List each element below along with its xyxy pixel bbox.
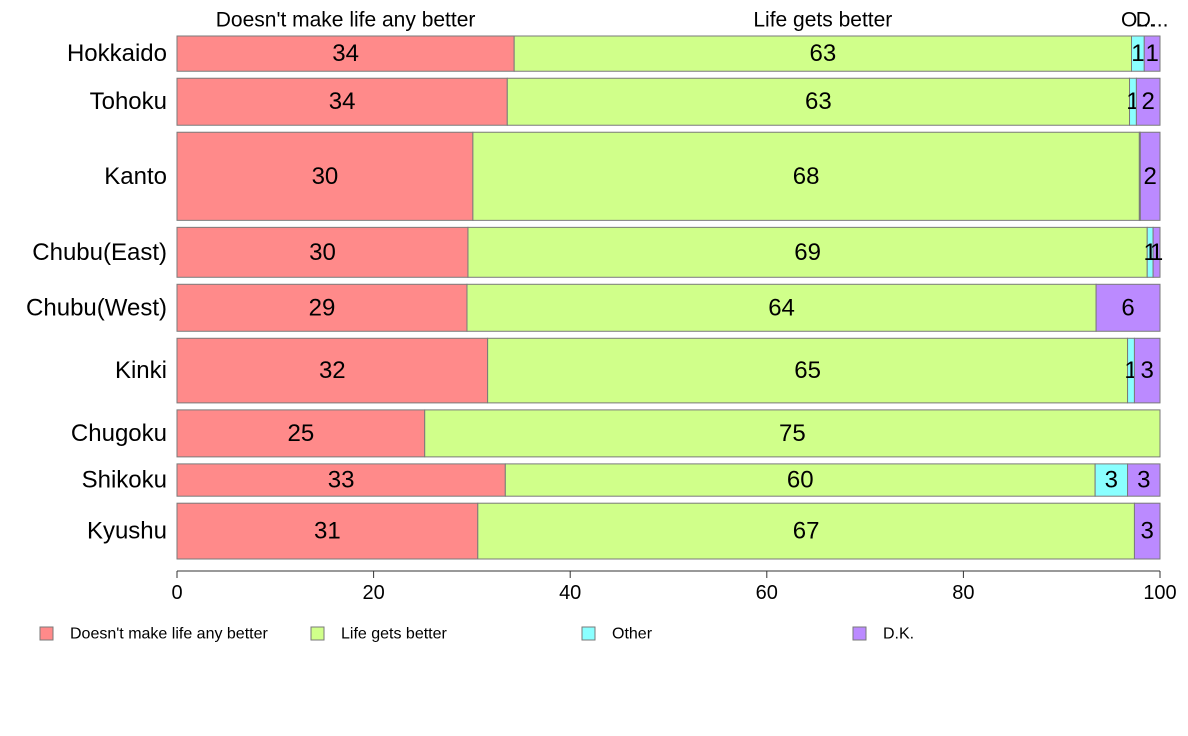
segment-value-label: 67 (793, 518, 820, 545)
segment-value-label: 30 (312, 163, 339, 190)
segment-value-label: 60 (787, 467, 814, 494)
bar-segment (1143, 35, 1161, 72)
bar-segment (1135, 77, 1161, 126)
legend-swatch (581, 626, 596, 641)
segment-value-label: 1 (1150, 239, 1163, 266)
top-series-label: D... (1136, 9, 1169, 32)
x-tick-label: 60 (756, 582, 778, 604)
bar-segment (1152, 226, 1161, 278)
x-tick-label: 100 (1143, 582, 1176, 604)
segment-value-label: 25 (288, 420, 315, 447)
bar-segment (1095, 283, 1161, 332)
bar-segment (1139, 131, 1161, 221)
bar-segment (176, 337, 489, 404)
bar-segment (472, 131, 1140, 221)
segment-value-label: 63 (805, 88, 832, 115)
segment-value-label: 3 (1105, 467, 1118, 494)
bar-segment (1133, 337, 1161, 404)
segment-value-label: 3 (1141, 357, 1154, 384)
segment-value-label: 33 (328, 467, 355, 494)
bar-segment (477, 502, 1135, 560)
segment-value-label: 2 (1142, 88, 1155, 115)
bar-segment (1127, 463, 1161, 497)
category-label: Kinki (115, 357, 167, 384)
legend-swatch (39, 626, 54, 641)
segment-value-label: 3 (1137, 467, 1150, 494)
bar-segment (176, 131, 474, 221)
segment-value-label: 63 (809, 40, 836, 67)
segment-value-label: 34 (329, 88, 356, 115)
x-tick-label: 40 (559, 582, 581, 604)
bar-segment (487, 337, 1129, 404)
category-label: Kyushu (87, 518, 167, 545)
category-label: Kanto (104, 163, 167, 190)
segment-value-label: 3 (1141, 518, 1154, 545)
segment-value-label: 6 (1121, 294, 1134, 321)
bar-segment (176, 502, 479, 560)
bar-segment (176, 77, 508, 126)
segment-value-label: 75 (779, 420, 806, 447)
bar-segment (176, 226, 469, 278)
bar-segment (176, 463, 506, 497)
bar-segment (176, 283, 468, 332)
segment-value-label: 29 (309, 294, 336, 321)
x-tick-label: 80 (952, 582, 974, 604)
category-label: Tohoku (90, 88, 167, 115)
bar-segment (513, 35, 1132, 72)
legend-label: Doesn't make life any better (70, 626, 268, 643)
category-label: Chubu(East) (32, 239, 167, 266)
top-series-label: Life gets better (753, 9, 892, 32)
segment-value-label: 31 (314, 518, 341, 545)
legend-swatch (310, 626, 325, 641)
legend-swatch (852, 626, 867, 641)
bar-segment (424, 409, 1161, 458)
category-labels: Hokkaido Tohoku Kanto Chubu(East) Chubu(West… (26, 40, 167, 544)
legend-label: Other (612, 626, 653, 643)
bar-segment (1133, 502, 1161, 560)
segment-value-label: 1 (1145, 40, 1158, 67)
category-label: Chubu(West) (26, 294, 167, 321)
bar-segment (176, 409, 426, 458)
x-tick-label: 0 (171, 582, 182, 604)
legend-label: Life gets better (341, 626, 448, 643)
segment-value-label: 68 (793, 163, 820, 190)
x-axis: 0 20 40 60 80 100 (171, 570, 1177, 604)
segment-value-label: 32 (319, 357, 346, 384)
category-label: Hokkaido (67, 40, 167, 67)
segment-value-label: 64 (768, 294, 795, 321)
category-label: Chugoku (71, 420, 167, 447)
bar-segment (506, 77, 1131, 126)
legend-label: D.K. (883, 626, 914, 643)
top-series-label: O... (1121, 9, 1155, 32)
legend: Doesn't make life any better Life gets be… (39, 626, 914, 643)
segment-value-label: 69 (794, 239, 821, 266)
segment-value-label: 2 (1143, 163, 1156, 190)
segment-value-label: 1 (1131, 40, 1144, 67)
category-label: Shikoku (82, 467, 167, 494)
bar-segment (467, 226, 1148, 278)
bar-segment (466, 283, 1097, 332)
bar-segment (504, 463, 1096, 497)
segment-value-label: 34 (332, 40, 359, 67)
x-tick-label: 20 (362, 582, 384, 604)
top-series-label: Doesn't make life any better (216, 9, 476, 32)
top-series-labels: Doesn't make life any better Life gets be… (216, 9, 1169, 32)
segment-value-label: 30 (309, 239, 336, 266)
segment-value-label: 65 (794, 357, 821, 384)
